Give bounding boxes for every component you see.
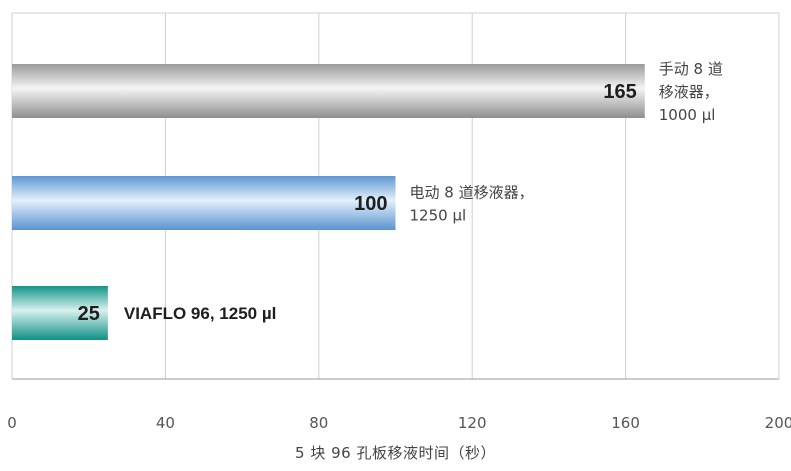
category-label: 电动 8 道移液器， 1250 µl — [410, 184, 534, 225]
bar-value-label: 165 — [603, 81, 636, 103]
labels: 165 手动 8 道移液器， 1000 µl 100 电动 8 道移液器， 1250 µl… — [78, 60, 723, 325]
bar-value-label: 100 — [354, 193, 387, 215]
bar — [12, 286, 108, 340]
bar — [12, 64, 645, 118]
x-tick-label: 120 — [458, 414, 487, 432]
x-tick-label: 0 — [7, 414, 17, 432]
x-tick-label: 160 — [611, 414, 640, 432]
x-axis: 0 40 80 120 160 200 — [7, 378, 791, 432]
category-label: VIAFLO 96, 1250 µl — [124, 304, 276, 323]
x-tick-label: 80 — [309, 414, 328, 432]
x-tick-label: 200 — [765, 414, 791, 432]
x-tick-label: 40 — [156, 414, 175, 432]
bar-value-label: 25 — [78, 303, 100, 325]
bar — [12, 176, 396, 230]
category-label: 手动 8 道移液器， 1000 µl — [659, 60, 723, 124]
bars — [12, 64, 645, 340]
x-axis-title: 5 块 96 孔板移液时间（秒） — [295, 444, 496, 462]
